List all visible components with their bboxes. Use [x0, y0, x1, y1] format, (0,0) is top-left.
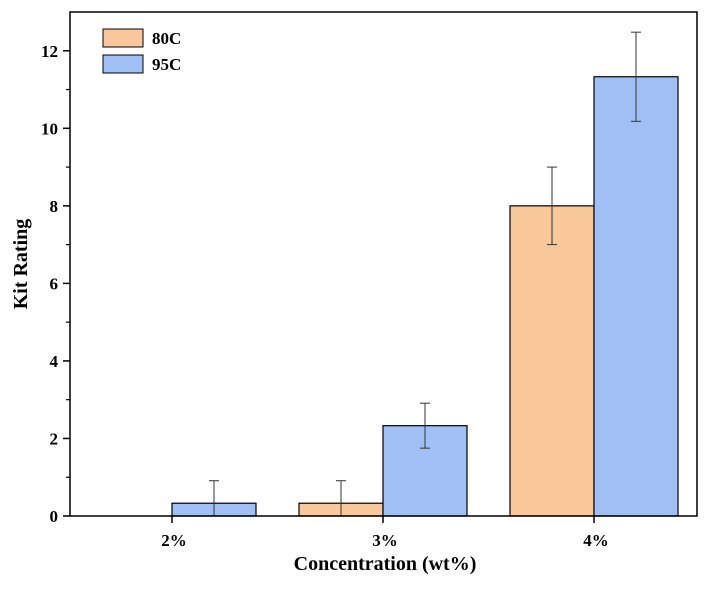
- y-tick-label: 0: [50, 507, 59, 526]
- y-tick-label: 6: [50, 274, 59, 293]
- legend-swatch-80c: [102, 28, 144, 48]
- x-tick-label: 2%: [161, 531, 187, 550]
- x-tick-label: 3%: [372, 531, 398, 550]
- x-axis: 2% 3% 4%: [161, 516, 609, 550]
- bar-80c-4pct: [509, 205, 595, 517]
- y-tick-label: 10: [41, 119, 58, 138]
- y-axis-label: Kit Rating: [10, 219, 32, 310]
- legend-label-95c: 95C: [152, 55, 181, 74]
- x-axis-label: Concentration (wt%): [294, 553, 477, 575]
- y-tick-label: 2: [50, 429, 59, 448]
- legend-label-80c: 80C: [152, 29, 181, 48]
- y-tick-label: 12: [41, 42, 58, 61]
- y-tick-label: 8: [50, 197, 59, 216]
- x-tick-label: 4%: [583, 531, 609, 550]
- bar-95c-4pct: [593, 76, 679, 517]
- y-axis: 0 2 4 6 8 10 12: [41, 42, 70, 526]
- legend-swatch-95c: [102, 54, 144, 74]
- y-tick-label: 4: [50, 352, 59, 371]
- bars-layer: [171, 76, 679, 517]
